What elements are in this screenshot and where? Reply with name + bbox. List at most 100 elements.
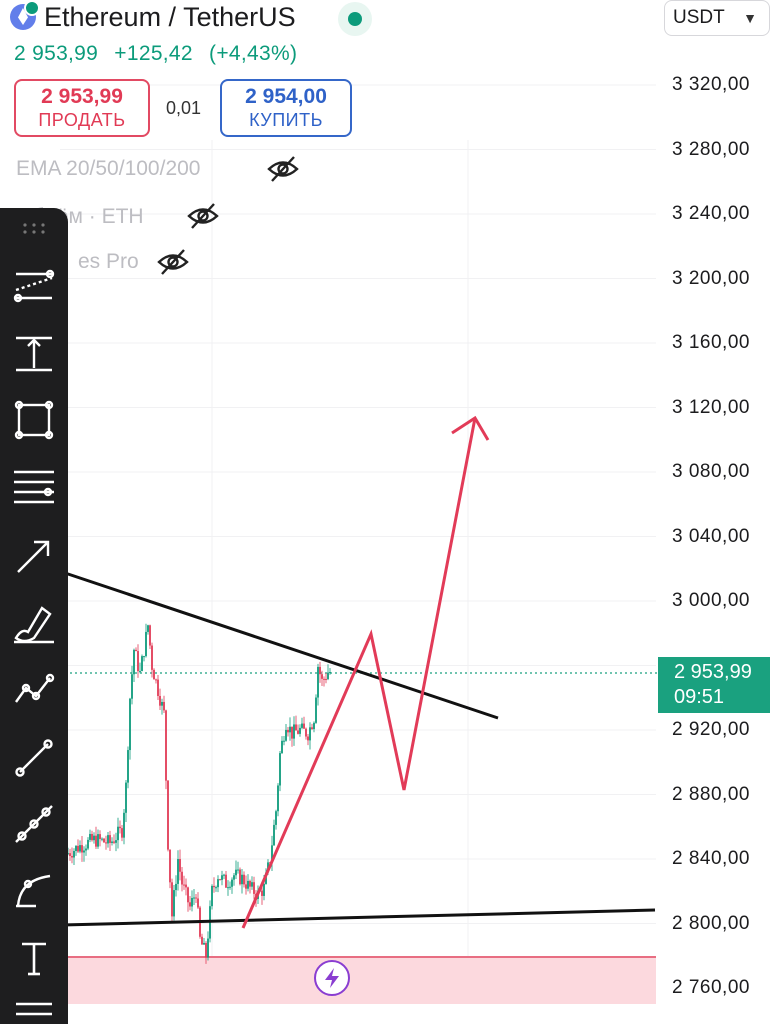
candle-body [221, 875, 223, 880]
candle-body [111, 841, 113, 843]
resistance-trendline [61, 570, 499, 720]
pattern-icon[interactable] [12, 668, 56, 712]
candle-body [253, 882, 255, 894]
currency-select[interactable]: USDT ▼ [664, 0, 770, 36]
more-tools-icon[interactable] [12, 998, 56, 1022]
candle-body [81, 845, 83, 853]
projection-arrowhead [451, 415, 490, 441]
candle-body [193, 897, 195, 899]
candle-body [303, 723, 305, 729]
candle-body [295, 724, 297, 731]
measure-icon[interactable] [12, 332, 56, 376]
change-abs: +125,42 [114, 42, 193, 65]
candle-body [121, 828, 123, 838]
candle-body [97, 834, 99, 847]
candle-body [103, 838, 105, 843]
candle-body [187, 887, 189, 903]
candle-body [225, 874, 227, 888]
last-price: 2 953,99 [14, 42, 99, 65]
indicator-pro[interactable]: es Pro [78, 250, 139, 274]
horizontal-lines-icon[interactable] [12, 466, 56, 510]
candle-body [159, 695, 161, 706]
candle-body [119, 826, 121, 829]
candle-body [105, 842, 107, 844]
lightning-bolt-icon[interactable] [314, 960, 350, 996]
buy-label: КУПИТЬ [249, 110, 323, 130]
candle-body [219, 879, 221, 881]
candle-body [95, 835, 97, 847]
candle-body [147, 625, 149, 632]
candle-body [307, 736, 309, 741]
candle-body [91, 833, 93, 841]
candle-body [67, 853, 69, 855]
spread-value: 0,01 [166, 98, 202, 118]
candle-body [93, 835, 95, 841]
price-axis-tick: 2 800,00 [672, 912, 750, 934]
candle-body [217, 879, 219, 888]
candle-body [299, 727, 301, 734]
price-axis-tick: 3 120,00 [672, 396, 750, 418]
line-icon[interactable] [12, 736, 56, 780]
eye-off-icon[interactable] [156, 247, 190, 277]
candles-group [67, 623, 331, 964]
candle-body [277, 785, 279, 812]
candle-body [87, 839, 89, 849]
candle-body [129, 698, 131, 751]
curve-icon[interactable] [12, 868, 56, 912]
candle-body [167, 780, 169, 850]
trend-lines-icon[interactable] [12, 264, 56, 308]
rectangle-icon[interactable] [12, 398, 56, 442]
candle-body [309, 727, 311, 741]
candle-body [261, 890, 263, 896]
candle-body [191, 897, 193, 907]
drag-handle-icon[interactable] [22, 222, 46, 234]
price-axis-tick: 3 040,00 [672, 525, 750, 547]
arrow-icon[interactable] [12, 534, 56, 578]
candle-body [99, 834, 101, 840]
candle-body [203, 942, 205, 945]
candle-body [285, 729, 287, 741]
candle-body [137, 651, 139, 672]
price-axis-tick: 2 840,00 [672, 848, 750, 869]
candle-body [251, 882, 253, 887]
candle-body [189, 902, 191, 907]
pair-header[interactable]: Ethereum / TetherUS [10, 0, 296, 34]
indicator-ema[interactable]: EMA 20/50/100/200 [16, 157, 200, 181]
sell-price: 2 953,99 [41, 85, 123, 108]
candle-body [161, 701, 163, 706]
candle-body [145, 631, 147, 657]
candle-body [239, 869, 241, 885]
candle-body [231, 879, 233, 887]
candle-body [171, 882, 173, 917]
eye-off-icon[interactable] [266, 154, 300, 184]
candle-body [245, 884, 247, 889]
candle-body [107, 835, 109, 844]
brush-icon[interactable] [12, 602, 56, 646]
candle-body [243, 874, 245, 885]
text-icon[interactable] [12, 936, 56, 980]
candle-body [237, 869, 239, 871]
candle-body [179, 859, 181, 872]
sell-button[interactable]: 2 953,99 ПРОДАТЬ [14, 79, 150, 137]
candle-body [123, 812, 125, 838]
candle-body [201, 936, 203, 945]
indicator-label: EMA 20/50/100/200 [16, 157, 201, 180]
candle-body [293, 724, 295, 739]
candle-body [305, 728, 307, 737]
candle-body [271, 845, 273, 864]
candle-body [215, 887, 217, 889]
path-icon[interactable] [12, 802, 56, 846]
candle-body [75, 845, 77, 851]
candle-body [195, 897, 197, 899]
candle-body [185, 884, 187, 888]
candle-body [89, 833, 91, 840]
eye-off-icon[interactable] [186, 201, 220, 231]
candle-body [133, 649, 135, 675]
candle-body [69, 853, 71, 856]
candle-body [117, 826, 119, 841]
candle-body [291, 726, 293, 739]
price-axis-tick: 3 080,00 [672, 461, 750, 482]
buy-button[interactable]: 2 954,00 КУПИТЬ [220, 79, 352, 137]
candle-body [297, 730, 299, 734]
